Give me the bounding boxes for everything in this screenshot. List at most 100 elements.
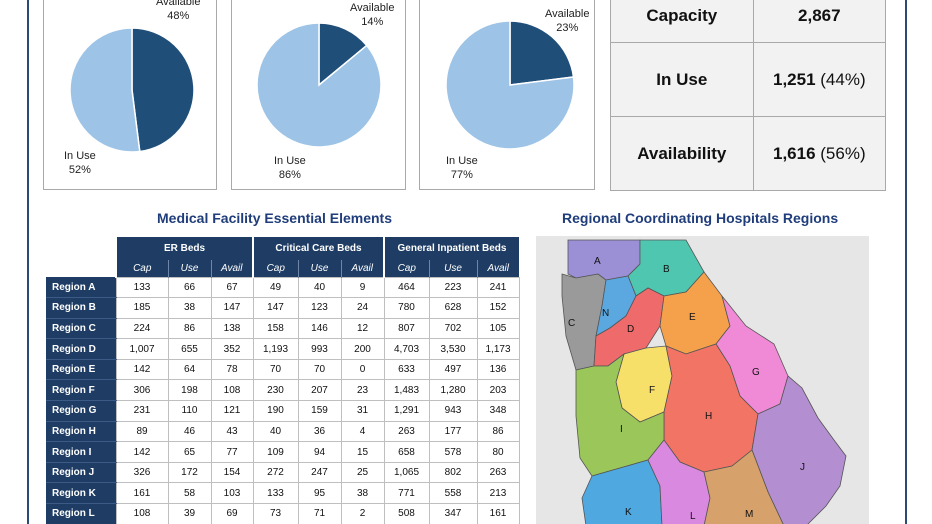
table-cell: 69: [210, 503, 254, 524]
table-cell: 133: [115, 276, 169, 299]
table-row: Region A 133 66 67 49 40 9 464 223 241: [46, 276, 520, 299]
table-cell: 633: [383, 358, 430, 381]
table-cell: 1,280: [428, 379, 478, 402]
table-cell: 133: [252, 482, 299, 505]
table-cell: 49: [252, 276, 299, 299]
subheader-cap: Cap: [383, 260, 429, 277]
table-cell: 80: [476, 441, 520, 463]
pie-chart-1: [69, 27, 195, 153]
table-cell: 142: [115, 441, 169, 463]
subheader-avail: Avail: [476, 260, 519, 277]
table-cell: 78: [210, 358, 254, 381]
table-cell: 802: [428, 461, 478, 484]
table-row: Region B 185 38 147 147 123 24 780 628 152: [46, 297, 520, 319]
region-name-cell: Region B: [46, 297, 116, 319]
table-cell: 198: [167, 379, 212, 402]
table-cell: 1,291: [383, 400, 430, 422]
table-cell: 0: [340, 358, 385, 381]
pie-2-available-label: Available 14%: [350, 2, 395, 28]
region-n-label: N: [602, 308, 609, 319]
table-cell: 64: [167, 358, 212, 381]
pie-slice-available: [131, 27, 195, 153]
table-cell: 223: [428, 276, 478, 299]
table-cell: 31: [340, 400, 385, 422]
in-use-label: In Use: [610, 42, 754, 117]
table-cell: 2: [340, 503, 385, 524]
region-c-label: C: [568, 318, 575, 329]
table-cell: 105: [476, 317, 520, 340]
pie-chart-2-panel: Available 14% In Use 86%: [231, 0, 406, 190]
table-cell: 86: [167, 317, 212, 340]
table-cell: 161: [476, 503, 520, 524]
table-cell: 263: [383, 420, 430, 443]
table-cell: 497: [428, 358, 478, 381]
table-row: Region G 231 110 121 190 159 31 1,291 943 348: [46, 400, 520, 422]
table-cell: 136: [476, 358, 520, 381]
table-cell: 147: [252, 297, 299, 319]
regions-map: A B C N D E G F H I J K L M: [536, 236, 869, 524]
region-i-shape: [575, 352, 665, 477]
table-row: Region D 1,007 655 352 1,193 993 200 4,703 3,530…: [46, 338, 520, 360]
table-cell: 1,065: [383, 461, 430, 484]
table-cell: 771: [383, 482, 430, 505]
pie-2-inuse-label: In Use 86%: [274, 155, 306, 181]
table-cell: 241: [476, 276, 520, 299]
table-cell: 138: [210, 317, 254, 340]
table-cell: 177: [428, 420, 478, 443]
table-cell: 203: [476, 379, 520, 402]
facility-table-title: Medical Facility Essential Elements: [157, 210, 392, 226]
table-cell: 95: [297, 482, 342, 505]
dashboard-frame: [27, 0, 907, 524]
region-name-cell: Region L: [46, 503, 116, 524]
table-cell: 108: [115, 503, 169, 524]
table-row: Region C 224 86 138 158 146 12 807 702 105: [46, 317, 520, 340]
region-m-label: M: [745, 509, 753, 520]
region-m-shape: [703, 449, 784, 524]
region-f-label: F: [649, 385, 655, 396]
region-name-cell: Region J: [46, 462, 116, 484]
regions-map-svg: A B C N D E G F H I J K L M: [561, 239, 847, 524]
table-cell: 3,530: [428, 338, 478, 360]
table-cell: 1,483: [383, 379, 430, 402]
table-cell: 65: [167, 441, 212, 463]
table-cell: 658: [383, 441, 430, 463]
table-cell: 36: [297, 420, 342, 443]
table-cell: 578: [428, 441, 478, 463]
table-cell: 159: [297, 400, 342, 422]
table-cell: 306: [115, 379, 169, 402]
table-cell: 23: [340, 379, 385, 402]
table-cell: 154: [210, 461, 254, 484]
table-cell: 4: [340, 420, 385, 443]
table-row: Region I 142 65 77 109 94 15 658 578 80: [46, 441, 520, 463]
table-cell: 352: [210, 338, 254, 360]
subheader-use: Use: [428, 260, 477, 277]
table-cell: 86: [476, 420, 520, 443]
critical-care-beds-header: Critical Care Beds: [252, 237, 384, 260]
pie-slice-in-use: [256, 22, 382, 148]
table-cell: 110: [167, 400, 212, 422]
table-row: Region F 306 198 108 230 207 23 1,483 1,280 203: [46, 379, 520, 402]
table-cell: 103: [210, 482, 254, 505]
table-cell: 263: [476, 461, 520, 484]
table-cell: 70: [297, 358, 342, 381]
region-l-label: L: [690, 511, 696, 522]
table-cell: 15: [340, 441, 385, 463]
availability-row: Availability 1,616 (56%): [610, 116, 887, 191]
region-name-cell: Region H: [46, 421, 116, 443]
table-cell: 39: [167, 503, 212, 524]
table-cell: 109: [252, 441, 299, 463]
table-cell: 40: [252, 420, 299, 443]
table-cell: 558: [428, 482, 478, 505]
region-g-label: G: [752, 367, 760, 378]
table-cell: 231: [115, 400, 169, 422]
table-cell: 108: [210, 379, 254, 402]
pie-chart-3-panel: Available 23% In Use 77%: [419, 0, 595, 190]
pie-chart-3: [445, 20, 575, 150]
table-cell: 347: [428, 503, 478, 524]
table-cell: 4,703: [383, 338, 430, 360]
table-cell: 230: [252, 379, 299, 402]
table-row: Region E 142 64 78 70 70 0 633 497 136: [46, 358, 520, 381]
capacity-label: Capacity: [610, 0, 754, 43]
table-cell: 40: [297, 276, 342, 299]
table-cell: 702: [428, 317, 478, 340]
